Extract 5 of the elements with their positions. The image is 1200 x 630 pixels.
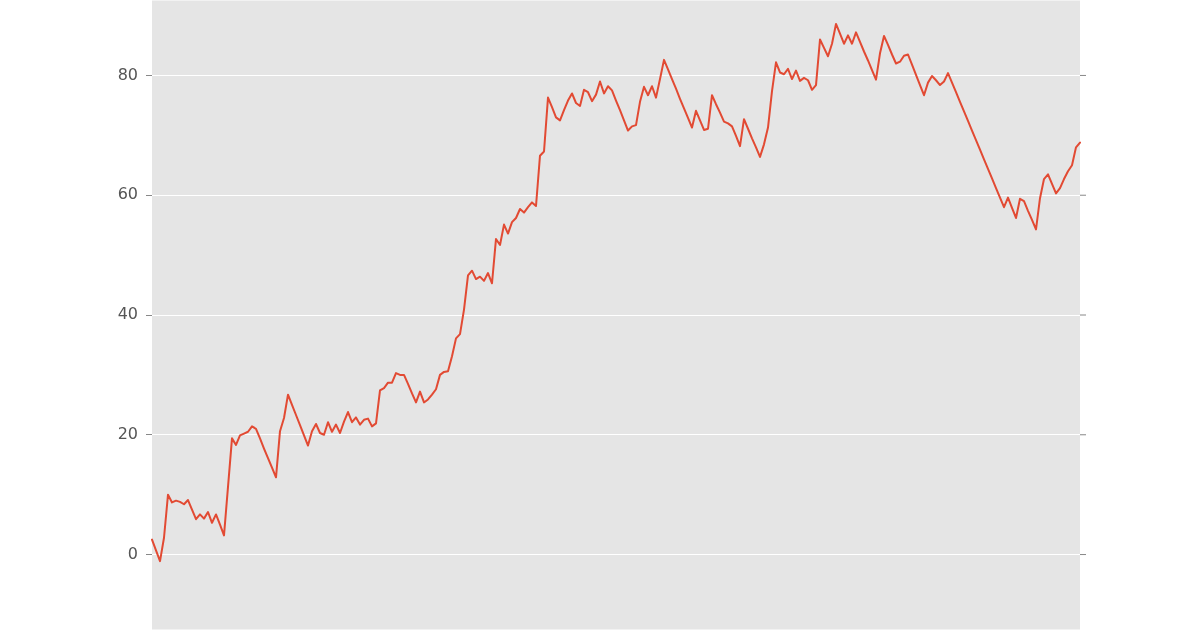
y-tick-label: 60 [117,184,138,204]
y-tick-label: 80 [117,64,138,84]
y-tick-label: 20 [117,423,138,443]
y-tick-label: 40 [117,304,138,324]
y-tick-label: 0 [127,543,138,563]
